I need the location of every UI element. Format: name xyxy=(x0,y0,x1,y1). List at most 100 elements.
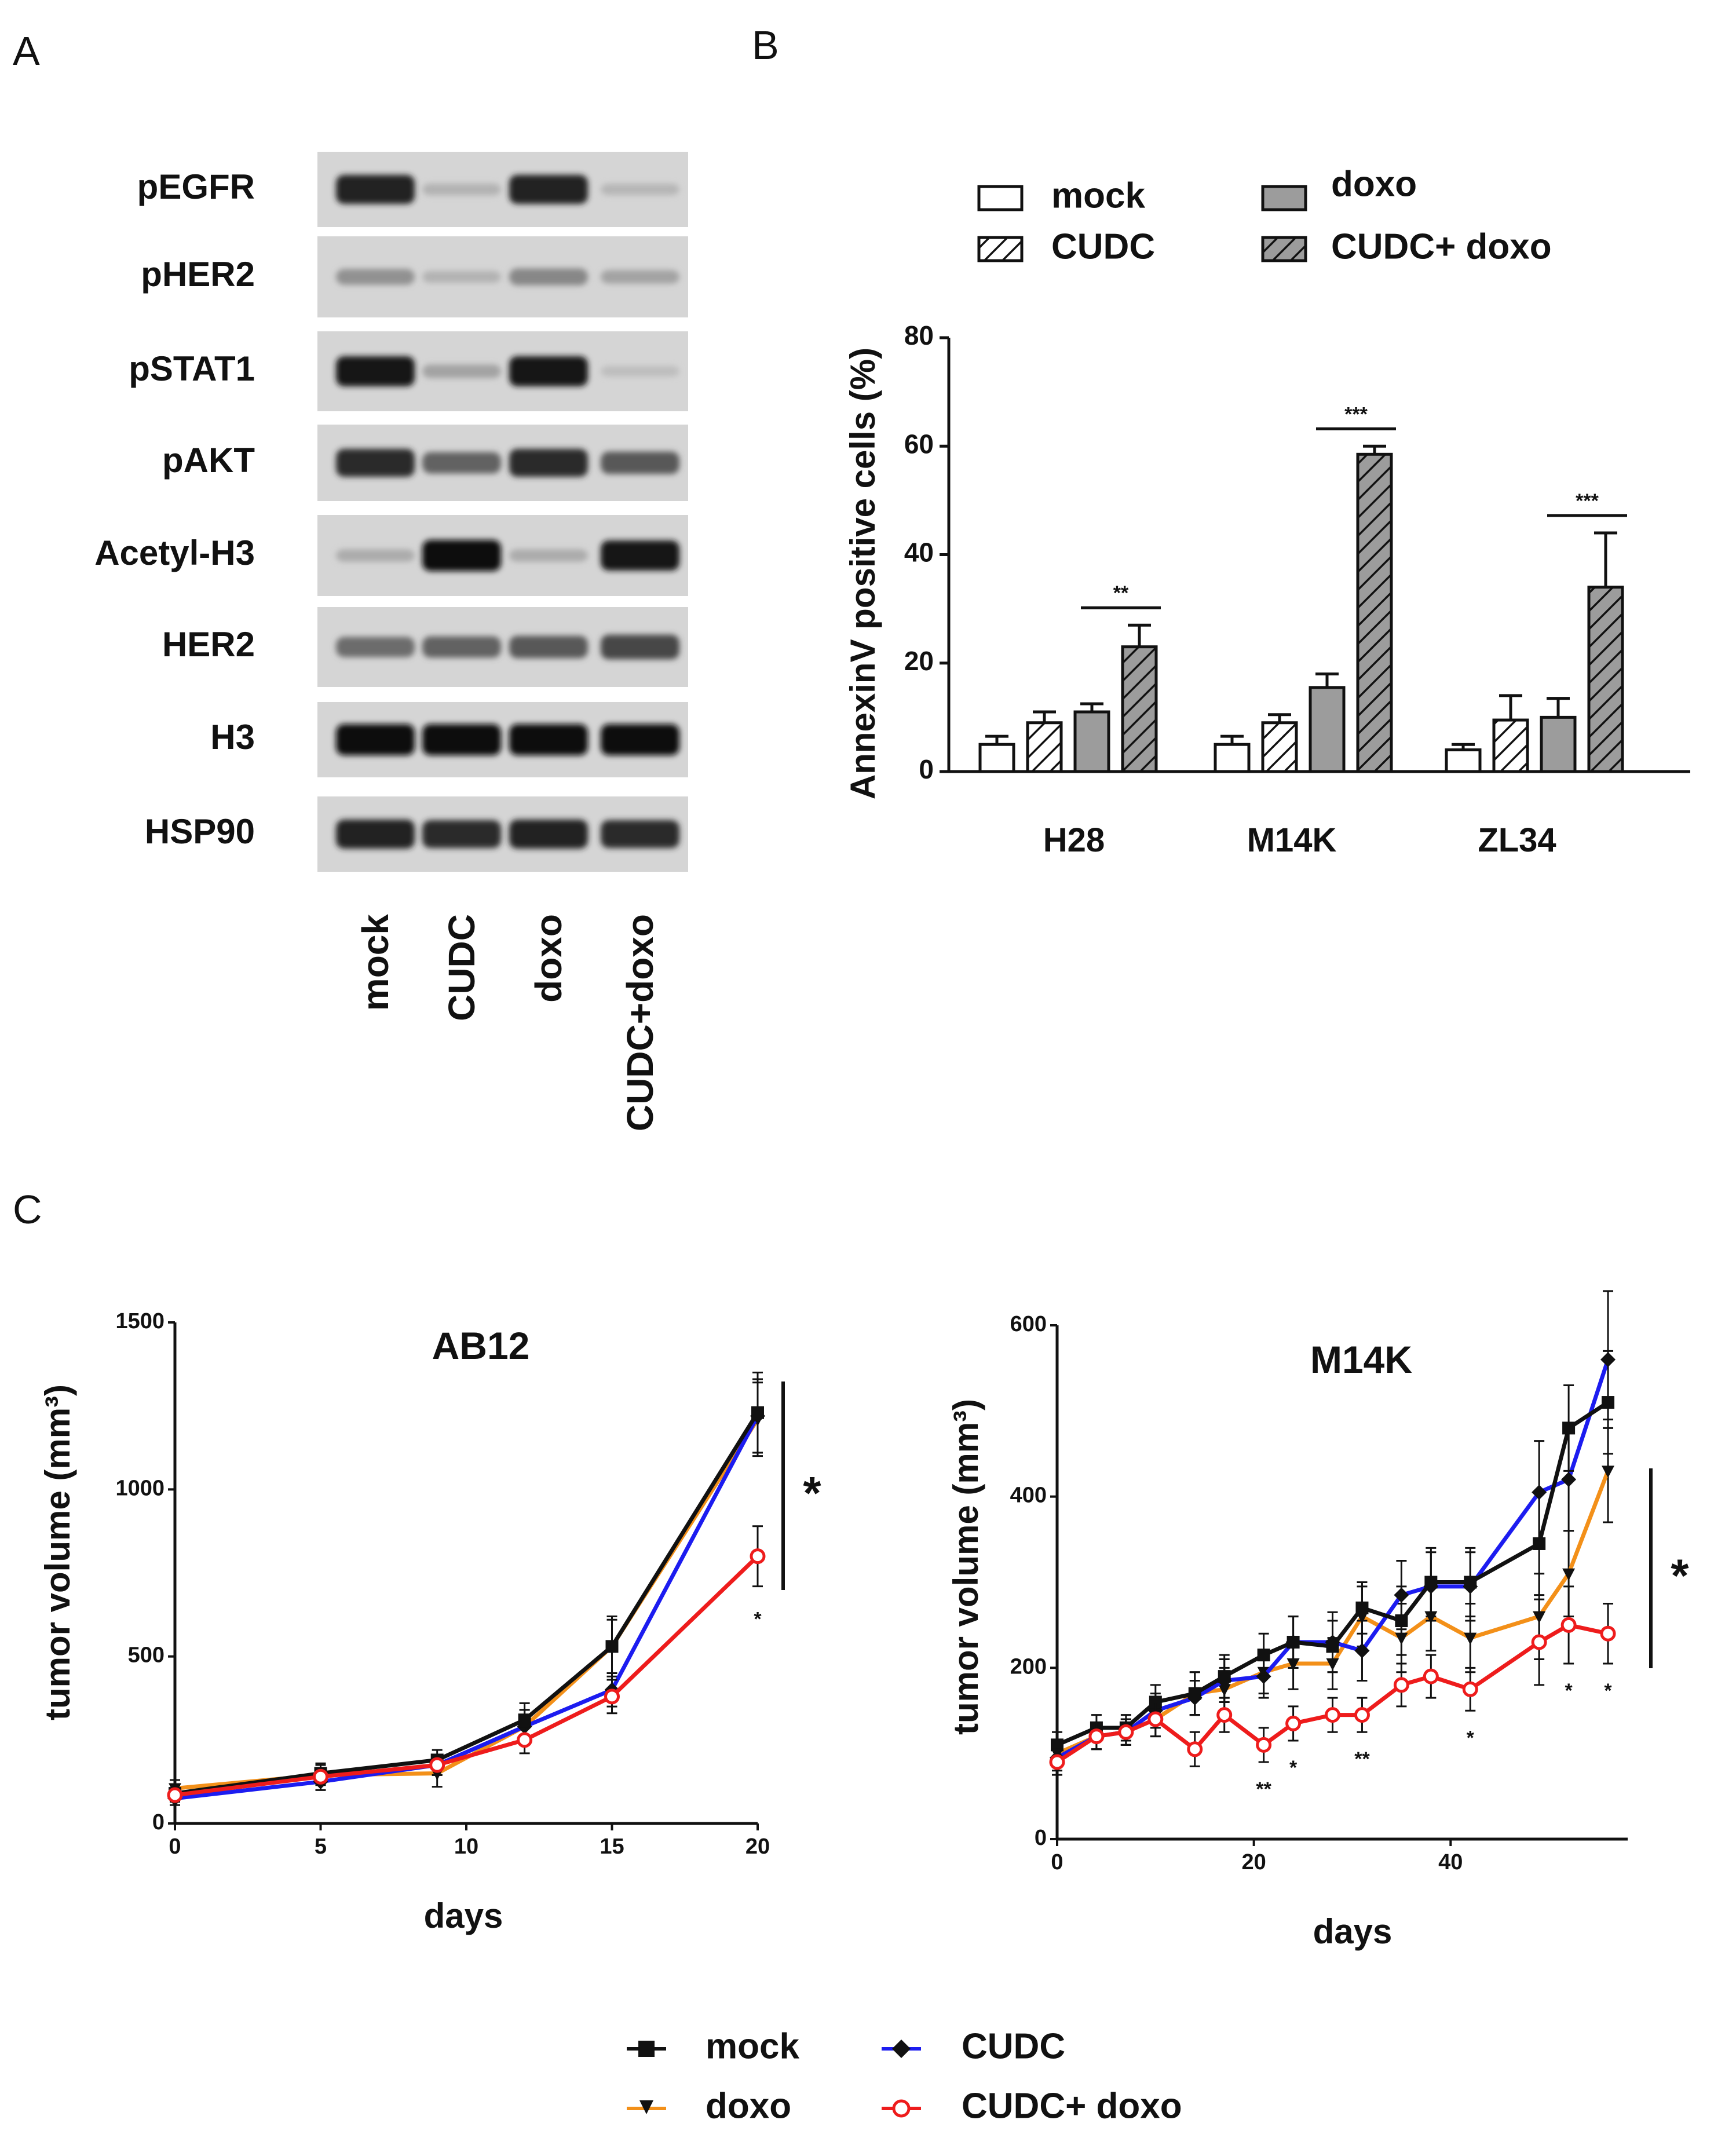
legend-label-mock: mock xyxy=(1051,176,1145,215)
blot-band-pstat1-doxo xyxy=(509,356,588,387)
m14k-significance-1: * xyxy=(1289,1757,1298,1779)
legend-marker-combo xyxy=(892,2099,911,2118)
legend-item-mock: mock xyxy=(627,2026,799,2066)
blot-band-h3-mock xyxy=(336,724,415,755)
blot-band-pegfr-cudc-doxo xyxy=(601,184,679,195)
blot-band-pher2-doxo xyxy=(509,268,588,286)
blot-band-pher2-cudc xyxy=(422,271,501,283)
blot-row-label-acetyl-h3: Acetyl-H3 xyxy=(94,533,255,572)
blot-band-her2-cudc xyxy=(422,636,501,658)
ab12-point-cudc-doxo xyxy=(517,1732,533,1748)
legend-swatch-combo xyxy=(1261,236,1307,262)
m14k-point-cudc-doxo xyxy=(1423,1668,1439,1684)
m14k-point-cudc-doxo xyxy=(1088,1728,1105,1745)
blot-band-hsp90-cudc xyxy=(422,820,501,849)
m14k-x-tick-label: 0 xyxy=(1051,1850,1063,1874)
m14k-point-mock xyxy=(1051,1738,1063,1752)
m14k-point-mock xyxy=(1287,1635,1300,1649)
ab12-x-tick-label: 5 xyxy=(315,1834,327,1859)
blot-band-pher2-cudc-doxo xyxy=(601,270,679,284)
bar-h28-doxo xyxy=(1073,710,1110,773)
m14k-point-mock xyxy=(1602,1396,1615,1409)
m14k-point-cudc-doxo xyxy=(1118,1724,1134,1740)
m14k-point-doxo xyxy=(1464,1632,1477,1645)
m14k-point-cudc-doxo xyxy=(1462,1681,1478,1697)
legend-swatch-doxo xyxy=(1261,185,1307,211)
blot-row-label-h3: H3 xyxy=(210,718,255,756)
m14k-point-cudc-doxo xyxy=(1325,1707,1341,1723)
legend-label-combo: CUDC+ doxo xyxy=(1331,226,1552,266)
bar-y-tick-label: 40 xyxy=(904,538,934,568)
bar-zl34-mock xyxy=(1445,748,1482,773)
ab12-point-mock xyxy=(518,1713,531,1727)
blot-band-pegfr-cudc xyxy=(422,183,501,196)
ab12-point-mock xyxy=(751,1406,764,1419)
ab12-point-cudc-doxo xyxy=(429,1757,445,1773)
bar-y-tick-label: 60 xyxy=(904,429,934,459)
ab12-line-cudc-doxo xyxy=(174,1555,759,1797)
m14k-point-cudc-doxo xyxy=(1285,1715,1302,1731)
blot-band-acetyl-h3-mock xyxy=(336,549,415,562)
line-legend-cudc: CUDC xyxy=(962,2026,1065,2066)
ab12-y-tick-label: 1500 xyxy=(115,1309,165,1333)
m14k-significance-0: ** xyxy=(1256,1778,1271,1800)
legend-marker-cudc xyxy=(892,2040,911,2058)
legend-marker-doxo xyxy=(639,2100,653,2114)
m14k-y-tick-label: 0 xyxy=(1035,1826,1047,1850)
blot-lane-label-mock: mock xyxy=(354,914,396,1011)
m14k-title: M14K xyxy=(1310,1338,1412,1381)
m14k-x-tick-label: 40 xyxy=(1438,1850,1463,1874)
blot-band-her2-mock xyxy=(336,637,415,657)
m14k-bracket-label: * xyxy=(1671,1550,1689,1602)
bar-significance-h28: ** xyxy=(1113,582,1129,604)
m14k-point-mock xyxy=(1257,1649,1270,1662)
blot-band-pstat1-cudc-doxo xyxy=(601,366,679,377)
blot-band-acetyl-h3-cudc-doxo xyxy=(601,540,679,571)
m14k-point-mock xyxy=(1533,1537,1546,1550)
ab12-bracket-label: * xyxy=(803,1467,821,1519)
m14k-point-cudc-doxo xyxy=(1216,1707,1233,1723)
bar-y-axis-title: AnnexinV positive cells (%) xyxy=(843,348,882,799)
line-legend-doxo: doxo xyxy=(706,2086,791,2126)
m14k-point-mock xyxy=(1464,1576,1477,1589)
legend-label-doxo: doxo xyxy=(1331,164,1417,204)
m14k-point-mock xyxy=(1562,1421,1576,1435)
bar-significance-zl34: *** xyxy=(1576,490,1599,512)
blot-lane-label-doxo: doxo xyxy=(528,914,569,1003)
m14k-line-cudc xyxy=(1056,1359,1610,1760)
bar-zl34-cudc-doxo xyxy=(1587,586,1624,773)
m14k-significance-3: * xyxy=(1467,1727,1475,1749)
blot-row-label-pher2: pHER2 xyxy=(141,255,255,294)
panel-label-a: A xyxy=(13,28,40,74)
blot-band-hsp90-mock xyxy=(336,819,415,849)
ab12-point-cudc-doxo xyxy=(604,1688,620,1705)
ab12-significance-0: * xyxy=(754,1609,762,1631)
m14k-point-cudc-doxo xyxy=(1049,1754,1065,1770)
m14k-line-cudc-doxo xyxy=(1056,1622,1609,1764)
m14k-point-mock xyxy=(1188,1687,1201,1700)
blot-row-label-pegfr: pEGFR xyxy=(137,167,255,206)
m14k-point-doxo xyxy=(1562,1568,1576,1581)
ab12-point-cudc-doxo xyxy=(313,1768,328,1785)
bar-h28-cudc-doxo xyxy=(1121,645,1158,773)
bar-y-tick-label: 20 xyxy=(904,646,934,676)
annexin-bar-chart: mock CUDC doxo CUDC+ doxo AnnexinV posit… xyxy=(843,164,1690,859)
m14k-y-tick-label: 200 xyxy=(1010,1654,1047,1679)
panel-label-b: B xyxy=(752,23,779,68)
legend-swatch-cudc xyxy=(977,236,1024,262)
line-legend: mock doxo CUDC CUDC+ doxo xyxy=(627,2026,1182,2126)
blot-band-h3-cudc xyxy=(422,724,501,755)
m14k-point-mock xyxy=(1424,1576,1438,1589)
m14k-point-mock xyxy=(1355,1601,1369,1614)
bar-m14k-cudc xyxy=(1261,721,1298,773)
m14k-line-chart: M14K tumor volume (mm³) days 0 200 400 600 0… xyxy=(946,1290,1689,1951)
blot-row-label-pstat1: pSTAT1 xyxy=(129,349,255,388)
blot-row-label-pakt: pAKT xyxy=(162,441,255,480)
m14k-point-cudc-doxo xyxy=(1393,1677,1409,1693)
m14k-point-cudc-doxo xyxy=(1560,1617,1577,1633)
ab12-point-cudc-doxo xyxy=(167,1787,183,1803)
bar-category-label-m14k: M14K xyxy=(1247,821,1337,859)
ab12-x-tick-label: 20 xyxy=(745,1834,770,1859)
blot-band-her2-doxo xyxy=(509,635,588,659)
